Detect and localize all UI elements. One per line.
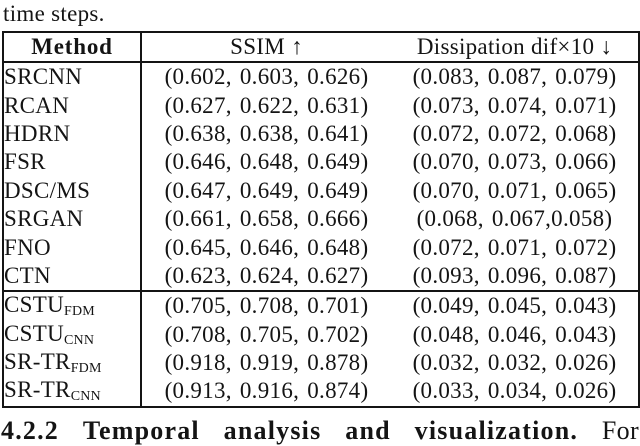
section-heading: 4.2.2 Temporal analysis and visualizatio…: [1, 416, 639, 446]
results-table: Method SSIM ↑ Dissipation dif×10 ↓ SRCNN…: [2, 31, 640, 408]
table-body: SRCNN (0.602, 0.603, 0.626) (0.083, 0.087,…: [3, 62, 639, 407]
cell-ssim: (0.918, 0.919, 0.878): [164, 350, 369, 376]
cell-method: CSTUCNN: [3, 320, 142, 349]
method-name: DSC/MS: [4, 177, 91, 203]
table-header-row: Method SSIM ↑ Dissipation dif×10 ↓: [3, 32, 639, 63]
cell-method: SRGAN: [3, 204, 142, 234]
table-row: FNO (0.645, 0.646, 0.648) (0.072, 0.071, 0…: [3, 233, 639, 262]
section-heading-word: Temporal: [82, 416, 200, 445]
cell-dissipation: (0.073, 0.074, 0.071): [412, 92, 617, 118]
cell-dissipation: (0.032, 0.032, 0.026): [412, 350, 617, 376]
method-subscript: CNN: [70, 389, 101, 405]
context-text-above-table: time steps.: [3, 1, 105, 26]
method-name: HDRN: [4, 120, 71, 146]
header-ssim: SSIM ↑: [141, 32, 391, 63]
table-row: FSR (0.646, 0.648, 0.649) (0.070, 0.073, 0…: [3, 148, 639, 177]
cell-dissipation: (0.033, 0.034, 0.026): [412, 378, 617, 404]
table-row: DSC/MS (0.647, 0.649, 0.649) (0.070, 0.071…: [3, 176, 639, 205]
cell-ssim: (0.913, 0.916, 0.874): [164, 378, 369, 404]
section-number: 4.2.2: [1, 416, 59, 445]
section-heading-word: and: [345, 416, 391, 445]
method-name: SR-TR: [4, 377, 71, 403]
cell-dissipation: (0.072, 0.072, 0.068): [412, 120, 617, 146]
method-subscript: CNN: [64, 332, 95, 348]
method-name: RCAN: [4, 92, 70, 118]
section-heading-word: visualization.: [414, 416, 579, 445]
table-row: HDRN (0.638, 0.638, 0.641) (0.072, 0.072, …: [3, 119, 639, 149]
table-row: RCAN (0.627, 0.622, 0.631) (0.073, 0.074, …: [3, 91, 639, 120]
cell-method: SR-TRCNN: [3, 377, 142, 407]
cell-dissipation: (0.068, 0.067,0.058): [416, 206, 613, 232]
cell-ssim: (0.602, 0.603, 0.626): [164, 64, 369, 90]
cell-ssim: (0.638, 0.638, 0.641): [164, 120, 369, 146]
table-row: SR-TRCNN (0.913, 0.916, 0.874) (0.033, 0.0…: [3, 377, 639, 407]
header-dissipation: Dissipation dif×10 ↓: [391, 32, 639, 63]
method-name: SR-TR: [4, 349, 71, 375]
method-name: SRCNN: [4, 64, 83, 90]
cell-method: FNO: [3, 233, 142, 262]
cell-dissipation: (0.083, 0.087, 0.079): [412, 64, 617, 90]
cell-method: RCAN: [3, 91, 142, 120]
method-name: FNO: [4, 234, 51, 260]
cell-ssim: (0.705, 0.708, 0.701): [141, 290, 391, 321]
cell-method: SRCNN: [3, 62, 142, 92]
method-subscript: FDM: [70, 361, 102, 377]
table-row: SRCNN (0.602, 0.603, 0.626) (0.083, 0.087,…: [3, 62, 639, 92]
method-name: CSTU: [4, 292, 64, 318]
cell-method: CTN: [3, 261, 142, 292]
cell-method: CSTUFDM: [3, 290, 142, 321]
table-row: SRGAN (0.661, 0.658, 0.666) (0.068, 0.067,…: [3, 204, 639, 234]
method-name: SRGAN: [4, 206, 84, 232]
cell-dissipation: (0.048, 0.046, 0.043): [412, 321, 617, 347]
cell-dissipation: (0.093, 0.096, 0.087): [412, 262, 617, 288]
section-heading-word: analysis: [223, 416, 322, 445]
header-method: Method: [3, 32, 142, 63]
cell-ssim: (0.627, 0.622, 0.631): [164, 92, 369, 118]
method-subscript: FDM: [64, 304, 95, 320]
table-row: SR-TRFDM (0.918, 0.919, 0.878) (0.032, 0.0…: [3, 348, 639, 378]
cell-method: SR-TRFDM: [3, 348, 142, 378]
cell-ssim: (0.645, 0.646, 0.648): [164, 234, 369, 260]
paragraph-start-word: For: [601, 416, 639, 445]
cell-method: DSC/MS: [3, 176, 142, 205]
cell-ssim: (0.661, 0.658, 0.666): [164, 206, 369, 232]
cell-ssim: (0.647, 0.649, 0.649): [164, 177, 369, 203]
table-row: CTN (0.623, 0.624, 0.627) (0.093, 0.096, 0…: [3, 261, 639, 292]
cell-dissipation: (0.072, 0.071, 0.072): [412, 234, 617, 260]
method-name: CTN: [4, 262, 51, 288]
method-name: CSTU: [4, 320, 64, 346]
cell-dissipation: (0.070, 0.071, 0.065): [412, 177, 617, 203]
cell-ssim: (0.646, 0.648, 0.649): [164, 149, 369, 175]
cell-ssim: (0.623, 0.624, 0.627): [164, 262, 369, 288]
cell-ssim: (0.708, 0.705, 0.702): [164, 321, 369, 347]
cell-dissipation: (0.070, 0.073, 0.066): [412, 149, 617, 175]
method-name: FSR: [4, 149, 46, 175]
cell-method: FSR: [3, 148, 142, 177]
cell-method: HDRN: [3, 119, 142, 149]
cell-dissipation: (0.049, 0.045, 0.043): [391, 290, 639, 321]
table-row: CSTUCNN (0.708, 0.705, 0.702) (0.048, 0.04…: [3, 320, 639, 349]
table-row: CSTUFDM (0.705, 0.708, 0.701) (0.049, 0.04…: [3, 290, 639, 321]
